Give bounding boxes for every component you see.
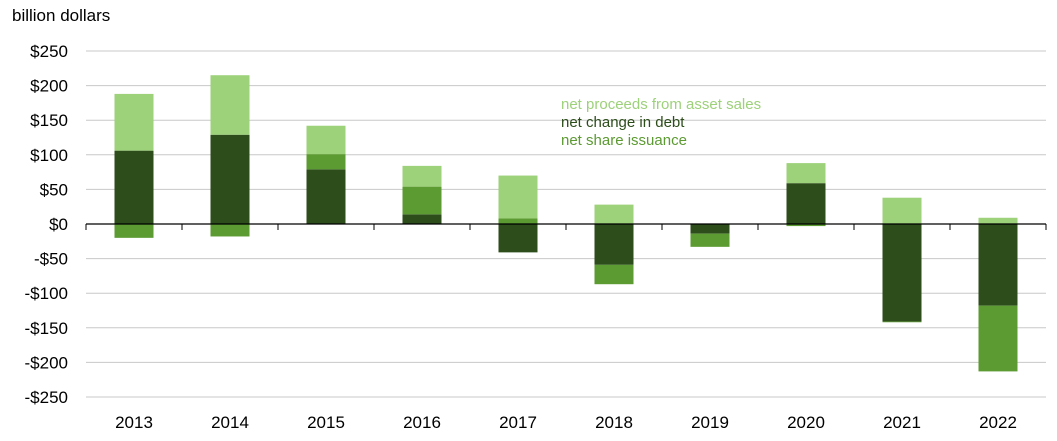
bar-segment (306, 154, 346, 170)
y-tick-label: $50 (40, 180, 68, 199)
legend: net proceeds from asset sales net change… (561, 96, 761, 150)
y-tick-label: -$150 (25, 319, 68, 338)
bar-segment (402, 165, 442, 187)
y-tick-label: -$250 (25, 388, 68, 407)
bar-segment (786, 224, 826, 227)
y-tick-label: -$200 (25, 353, 68, 372)
legend-entry-debt: net change in debt (561, 114, 685, 131)
legend-entry-share-issuance: net share issuance (561, 132, 687, 149)
bar-segment (498, 175, 538, 219)
bar-segment (114, 93, 154, 151)
y-tick-label: $150 (30, 111, 68, 130)
bar-segment (594, 264, 634, 285)
bar-segment (882, 197, 922, 224)
bar-segment (210, 75, 250, 135)
x-tick-label: 2018 (595, 413, 633, 432)
legend-entry-asset-sales: net proceeds from asset sales (561, 96, 762, 113)
x-tick-label: 2019 (691, 413, 729, 432)
bar-segment (882, 321, 922, 323)
bars (114, 75, 1018, 372)
x-tick-label: 2022 (979, 413, 1017, 432)
y-tick-label: $100 (30, 146, 68, 165)
bar-segment (594, 224, 634, 265)
y-tick-labels: $250 $200 $150 $100 $50 $0 -$50 -$100 -$150 -$200… (25, 42, 68, 407)
x-tick-label: 2016 (403, 413, 441, 432)
y-axis-label: billion dollars (12, 6, 111, 25)
bar-segment (978, 305, 1018, 372)
bar-segment (306, 125, 346, 155)
x-tick-labels: 2013 2014 2015 2016 2017 2018 2019 2020 2021 2022 (115, 413, 1017, 432)
bar-segment (210, 134, 250, 224)
y-tick-label: $250 (30, 42, 68, 61)
bar-segment (114, 224, 154, 238)
bar-segment (786, 163, 826, 184)
bar-segment (402, 214, 442, 224)
x-tick-label: 2013 (115, 413, 153, 432)
y-tick-label: -$100 (25, 284, 68, 303)
x-tick-label: 2014 (211, 413, 249, 432)
x-tick-label: 2015 (307, 413, 345, 432)
x-tick-label: 2017 (499, 413, 537, 432)
bar-segment (978, 217, 1018, 224)
y-tick-label: -$50 (34, 250, 68, 269)
bar-segment (210, 224, 250, 237)
y-tick-label: $0 (49, 215, 68, 234)
y-tick-label: $200 (30, 77, 68, 96)
zero-axis (85, 223, 1047, 230)
bar-segment (690, 233, 730, 247)
x-tick-label: 2021 (883, 413, 921, 432)
bar-segment (498, 224, 538, 253)
bar-segment (690, 224, 730, 234)
bar-segment (306, 169, 346, 224)
bar-segment (786, 183, 826, 224)
bar-segment (882, 224, 922, 322)
bar-segment (594, 204, 634, 224)
bar-segment (402, 186, 442, 215)
bar-segment (978, 224, 1018, 306)
x-tick-label: 2020 (787, 413, 825, 432)
bar-segment (114, 150, 154, 224)
bar-segment (498, 218, 538, 224)
